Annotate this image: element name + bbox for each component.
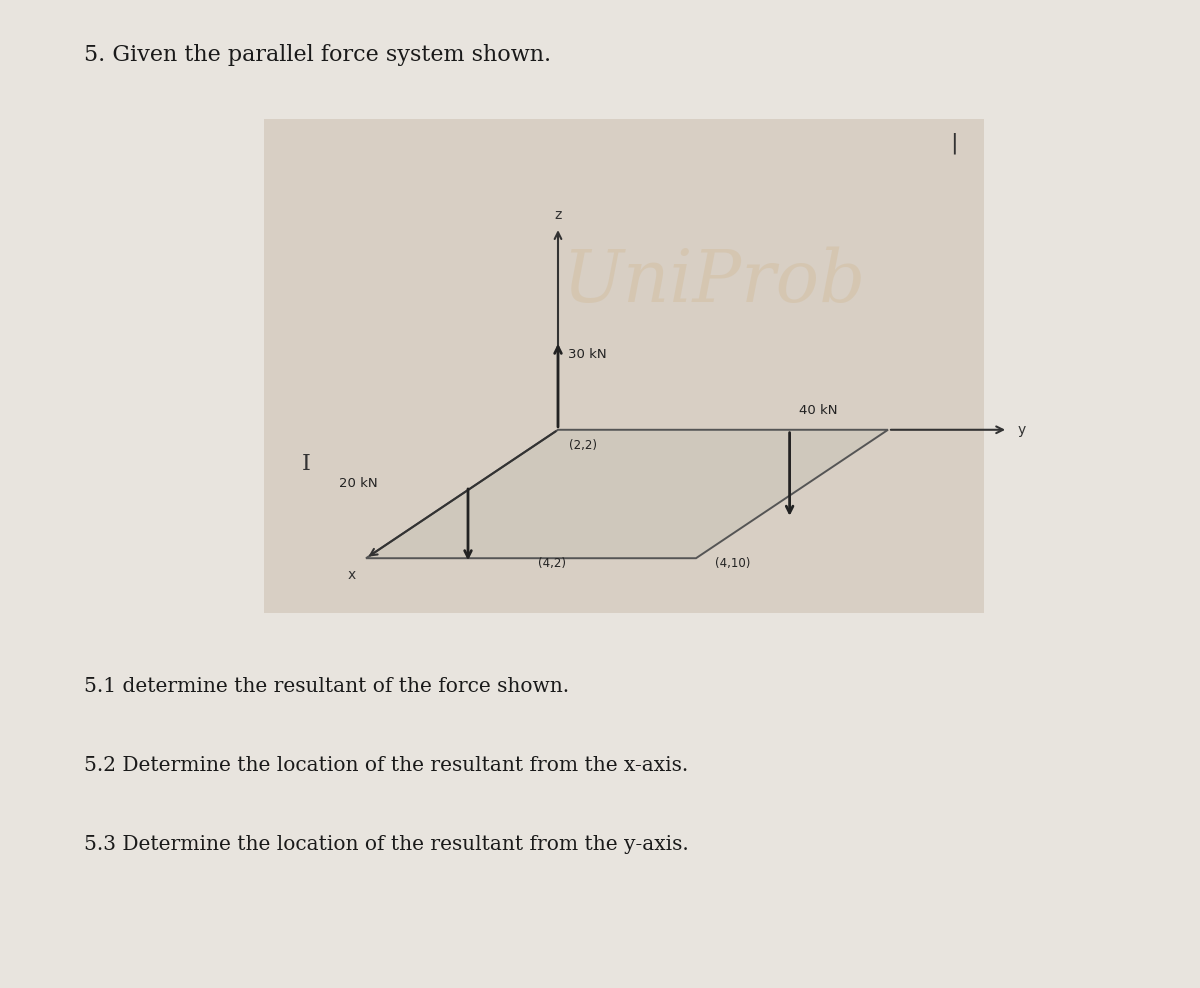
Text: 30 kN: 30 kN: [568, 348, 606, 361]
Text: |: |: [950, 132, 958, 154]
Text: 20 kN: 20 kN: [340, 476, 378, 490]
Text: I: I: [301, 453, 311, 475]
Text: (4,2): (4,2): [538, 557, 565, 570]
Text: UniProb: UniProb: [563, 246, 865, 317]
FancyBboxPatch shape: [264, 119, 984, 613]
Text: 5.2 Determine the location of the resultant from the x-axis.: 5.2 Determine the location of the result…: [84, 756, 689, 775]
Text: z: z: [554, 208, 562, 222]
Text: 5.1 determine the resultant of the force shown.: 5.1 determine the resultant of the force…: [84, 677, 569, 696]
Text: 5.3 Determine the location of the resultant from the y-axis.: 5.3 Determine the location of the result…: [84, 835, 689, 854]
Text: (4,10): (4,10): [715, 557, 750, 570]
Polygon shape: [366, 430, 888, 558]
Text: 40 kN: 40 kN: [799, 404, 838, 417]
Text: x: x: [348, 568, 355, 582]
Text: 5. Given the parallel force system shown.: 5. Given the parallel force system shown…: [84, 44, 551, 66]
Text: (2,2): (2,2): [569, 439, 596, 452]
Text: y: y: [1018, 423, 1026, 437]
